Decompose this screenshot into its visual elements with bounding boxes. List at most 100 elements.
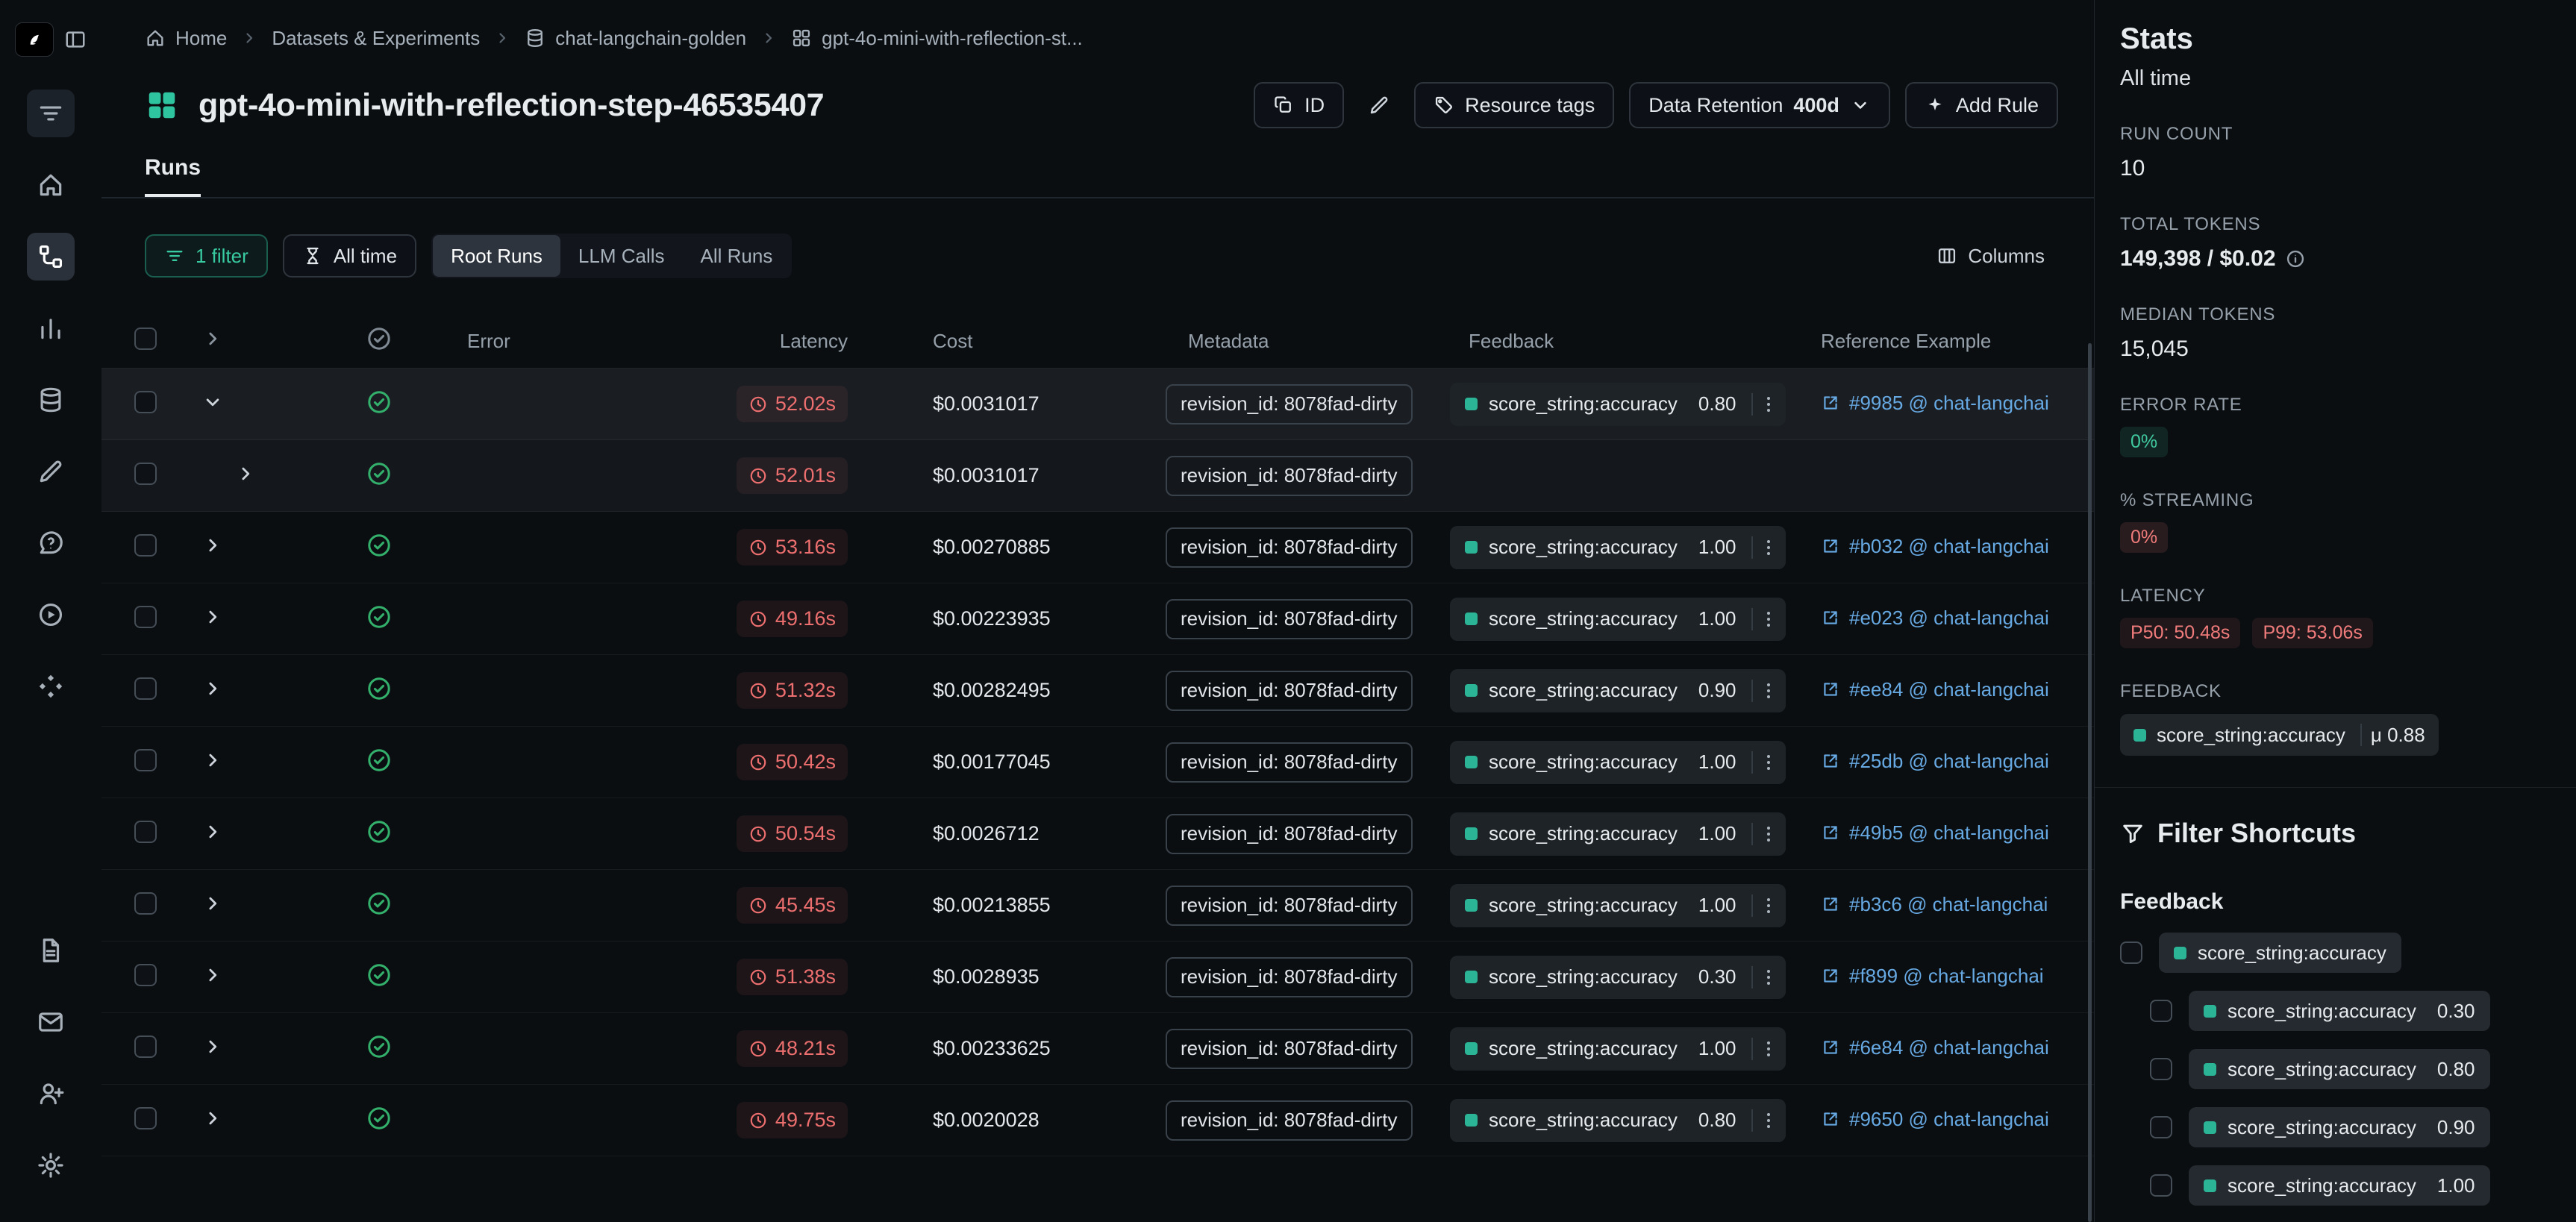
feedback-option-chip[interactable]: score_string:accuracy 0.80 [2189, 1049, 2490, 1089]
row-checkbox[interactable] [134, 391, 157, 413]
breadcrumb-home-label[interactable]: Home [175, 26, 228, 49]
add-rule-button[interactable]: Add Rule [1904, 82, 2058, 128]
expand-chevron-icon[interactable] [201, 391, 224, 413]
sidebar-item-settings[interactable] [27, 1141, 75, 1189]
more-options-icon[interactable] [1757, 823, 1780, 845]
expand-chevron-icon[interactable] [201, 821, 224, 843]
feedback-chip[interactable]: score_string:accuracy 1.00 [1450, 1027, 1786, 1071]
row-checkbox[interactable] [134, 534, 157, 557]
table-row[interactable]: 48.21s $0.00233625 revision_id: 8078fad-… [101, 1013, 2094, 1085]
segment-llm-calls[interactable]: LLM Calls [578, 244, 665, 267]
more-options-icon[interactable] [1757, 1109, 1780, 1132]
sidebar-item-runs[interactable] [27, 233, 75, 281]
metadata-chip[interactable]: revision_id: 8078fad-dirty [1166, 956, 1413, 997]
sidebar-item-integrations[interactable] [27, 662, 75, 710]
breadcrumb-home[interactable]: Home [145, 27, 227, 50]
row-checkbox[interactable] [134, 964, 157, 986]
sidebar-item-support[interactable] [27, 519, 75, 567]
sidebar-item-datasets[interactable] [27, 376, 75, 424]
column-header-reference[interactable]: Reference Example [1821, 330, 1992, 352]
metadata-chip[interactable]: revision_id: 8078fad-dirty [1166, 1100, 1413, 1141]
more-options-icon[interactable] [1757, 608, 1780, 630]
metadata-chip[interactable]: revision_id: 8078fad-dirty [1166, 383, 1413, 424]
sidebar-item-inbox[interactable] [27, 998, 75, 1046]
expand-chevron-icon[interactable] [201, 677, 224, 700]
sidebar-item-invite[interactable] [27, 1070, 75, 1118]
feedback-chip[interactable]: score_string:accuracy 1.00 [1450, 883, 1786, 927]
metadata-chip[interactable]: revision_id: 8078fad-dirty [1166, 527, 1413, 568]
row-checkbox[interactable] [134, 606, 157, 628]
sidebar-item-annotations[interactable] [27, 448, 75, 495]
sidebar-item-docs[interactable] [27, 927, 75, 974]
reference-link[interactable]: #49b5 @ chat-langchai [1821, 821, 2049, 845]
row-checkbox[interactable] [134, 677, 157, 700]
more-options-icon[interactable] [1757, 751, 1780, 774]
time-range-button[interactable]: All time [282, 234, 417, 278]
more-options-icon[interactable] [1757, 966, 1780, 988]
breadcrumb-datasets[interactable]: Datasets & Experiments [272, 26, 481, 49]
row-checkbox[interactable] [134, 1107, 157, 1129]
table-row[interactable]: 45.45s $0.00213855 revision_id: 8078fad-… [101, 870, 2094, 941]
feedback-chip[interactable]: score_string:accuracy 0.80 [1450, 382, 1786, 426]
column-header-metadata[interactable]: Metadata [1188, 330, 1269, 352]
tab-runs[interactable]: Runs [145, 155, 201, 197]
reference-link[interactable]: #6e84 @ chat-langchai [1821, 1036, 2049, 1059]
reference-link[interactable]: #b032 @ chat-langchai [1821, 535, 2049, 558]
reference-link[interactable]: #ee84 @ chat-langchai [1821, 678, 2049, 701]
expand-chevron-icon[interactable] [201, 1107, 224, 1129]
more-options-icon[interactable] [1757, 680, 1780, 702]
metadata-chip[interactable]: revision_id: 8078fad-dirty [1166, 813, 1413, 854]
metadata-chip[interactable]: revision_id: 8078fad-dirty [1166, 742, 1413, 783]
reference-link[interactable]: #e023 @ chat-langchai [1821, 607, 2049, 630]
more-options-icon[interactable] [1757, 1038, 1780, 1060]
feedback-option-checkbox[interactable] [2150, 1174, 2172, 1197]
row-checkbox[interactable] [134, 821, 157, 843]
expand-chevron-icon[interactable] [201, 749, 224, 771]
expand-chevron-icon[interactable] [201, 534, 224, 557]
sidebar-collapse-button[interactable] [64, 28, 87, 51]
edit-title-button[interactable] [1359, 85, 1399, 125]
table-row[interactable]: 51.38s $0.0028935 revision_id: 8078fad-d… [101, 941, 2094, 1013]
table-row[interactable]: 49.16s $0.00223935 revision_id: 8078fad-… [101, 583, 2094, 655]
metadata-chip[interactable]: revision_id: 8078fad-dirty [1166, 885, 1413, 926]
feedback-option-checkbox[interactable] [2150, 1000, 2172, 1022]
row-checkbox[interactable] [134, 892, 157, 915]
feedback-option-checkbox[interactable] [2150, 1058, 2172, 1080]
feedback-filter-checkbox[interactable] [2120, 941, 2142, 964]
sidebar-item-home[interactable] [27, 161, 75, 209]
table-row[interactable]: 49.75s $0.0020028 revision_id: 8078fad-d… [101, 1085, 2094, 1156]
metadata-chip[interactable]: revision_id: 8078fad-dirty [1166, 598, 1413, 639]
expand-chevron-icon[interactable] [201, 606, 224, 628]
reference-link[interactable]: #9985 @ chat-langchai [1821, 392, 2049, 415]
more-options-icon[interactable] [1757, 393, 1780, 416]
feedback-chip[interactable]: score_string:accuracy 1.00 [1450, 740, 1786, 784]
feedback-option-chip[interactable]: score_string:accuracy 0.90 [2189, 1107, 2490, 1147]
feedback-option-chip[interactable]: score_string:accuracy 0.30 [2189, 991, 2490, 1031]
vertical-scrollbar[interactable] [2088, 343, 2092, 1222]
select-all-checkbox[interactable] [134, 328, 157, 350]
metadata-chip[interactable]: revision_id: 8078fad-dirty [1166, 455, 1413, 496]
metadata-chip[interactable]: revision_id: 8078fad-dirty [1166, 1028, 1413, 1069]
column-header-feedback[interactable]: Feedback [1469, 330, 1554, 352]
table-row[interactable]: 50.54s $0.0026712 revision_id: 8078fad-d… [101, 798, 2094, 870]
filter-button[interactable]: 1 filter [145, 234, 268, 278]
metadata-chip[interactable]: revision_id: 8078fad-dirty [1166, 670, 1413, 711]
segment-root-runs[interactable]: Root Runs [433, 235, 560, 277]
expand-chevron-icon[interactable] [201, 892, 224, 915]
feedback-option-chip[interactable]: score_string:accuracy 1.00 [2189, 1165, 2490, 1206]
feedback-filter-chip[interactable]: score_string:accuracy [2159, 933, 2401, 973]
feedback-option-checkbox[interactable] [2150, 1116, 2172, 1138]
reference-link[interactable]: #25db @ chat-langchai [1821, 750, 2049, 773]
copy-id-button[interactable]: ID [1254, 82, 1345, 128]
info-icon[interactable] [2285, 248, 2306, 269]
sidebar-item-dashboards[interactable] [27, 304, 75, 352]
table-row[interactable]: 53.16s $0.00270885 revision_id: 8078fad-… [101, 512, 2094, 583]
feedback-chip[interactable]: score_string:accuracy 1.00 [1450, 812, 1786, 856]
langsmith-logo[interactable] [15, 22, 54, 57]
column-header-error[interactable]: Error [467, 330, 510, 352]
feedback-chip[interactable]: score_string:accuracy 1.00 [1450, 597, 1786, 641]
more-options-icon[interactable] [1757, 894, 1780, 917]
row-checkbox[interactable] [134, 749, 157, 771]
feedback-chip[interactable]: score_string:accuracy 0.80 [1450, 1098, 1786, 1142]
sidebar-item-filters[interactable] [27, 90, 75, 137]
